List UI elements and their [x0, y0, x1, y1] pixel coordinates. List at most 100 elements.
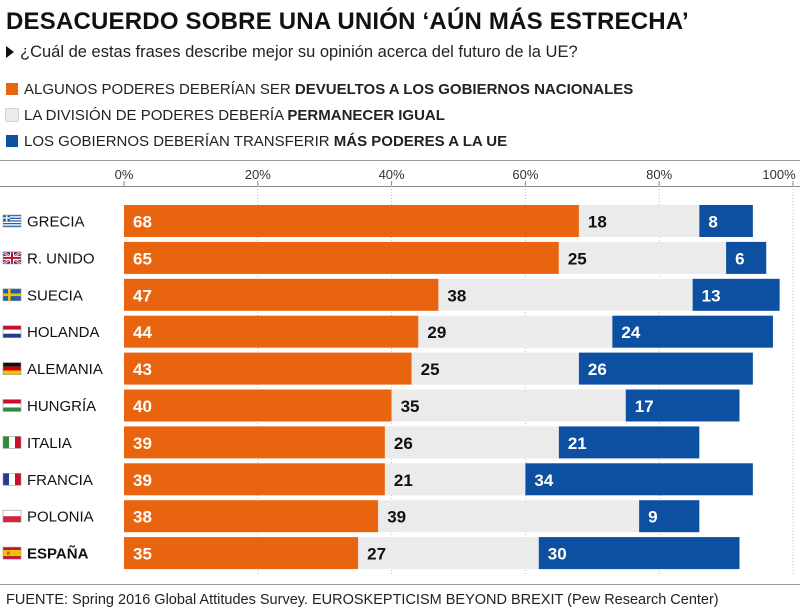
category-label: FRANCIA	[27, 472, 93, 489]
data-label: 29	[427, 323, 446, 342]
data-label: 17	[635, 397, 654, 416]
data-label: 34	[534, 471, 553, 490]
bar-segment-series-3	[558, 426, 700, 459]
bar-segment-series-1	[124, 205, 579, 237]
data-label: 39	[133, 471, 152, 490]
data-label: 40	[133, 397, 152, 416]
data-label: 27	[367, 545, 386, 564]
legend-text-bold: MÁS PODERES A LA UE	[333, 133, 508, 150]
italy-flag-icon	[2, 436, 22, 449]
poland-flag-icon	[2, 509, 22, 523]
bar-segment-series-2	[378, 500, 640, 533]
subtitle-text: ¿Cuál de estas frases describe mejor su …	[20, 43, 578, 61]
category-label: ALEMANIA	[27, 361, 103, 378]
category-label: R. UNIDO	[27, 250, 95, 267]
category-label: POLONIA	[27, 509, 94, 526]
bar-segment-series-2	[358, 537, 539, 570]
bar-segment-series-1	[124, 500, 379, 533]
data-label: 30	[548, 545, 567, 564]
data-label: 9	[648, 508, 657, 527]
legend-text-prefix: LOS GOBIERNOS DEBERÍAN TRANSFERIR	[24, 133, 334, 150]
source-note: FUENTE: Spring 2016 Global Attitudes Sur…	[6, 592, 719, 608]
bar-segment-series-3	[692, 278, 780, 311]
bar-segment-series-1	[124, 315, 419, 348]
legend-item-devueltos: ALGUNOS PODERES DEBERÍAN SER DEVUELTOS A…	[6, 81, 633, 98]
data-label: 47	[133, 286, 152, 305]
spain-flag-icon	[2, 546, 22, 560]
data-label: 44	[133, 323, 152, 342]
bar-segment-series-1	[124, 537, 359, 570]
legend-text-bold: PERMANECER IGUAL	[287, 107, 445, 124]
data-label: 25	[568, 249, 587, 268]
data-label: 6	[735, 249, 744, 268]
france-flag-icon	[2, 472, 22, 486]
data-label: 13	[702, 286, 721, 305]
data-label: 26	[394, 434, 413, 453]
data-label: 38	[447, 286, 466, 305]
data-label: 18	[588, 213, 607, 232]
data-label: 68	[133, 213, 152, 232]
netherlands-flag-icon	[2, 325, 22, 339]
bar-segment-series-1	[124, 463, 385, 496]
chart-subtitle: ¿Cuál de estas frases describe mejor su …	[6, 43, 578, 62]
data-label: 21	[394, 471, 413, 490]
category-label: HOLANDA	[27, 324, 100, 341]
legend-swatch-gray	[5, 108, 19, 122]
bar-segment-series-2	[558, 241, 727, 274]
data-label: 21	[568, 434, 587, 453]
bar-segment-series-2	[384, 463, 526, 496]
hungary-flag-icon	[2, 399, 22, 412]
chart-title: DESACUERDO SOBRE UNA UNIÓN ‘AÚN MÁS ESTR…	[6, 8, 689, 35]
triangle-bullet-icon	[6, 46, 14, 58]
category-label: HUNGRÍA	[27, 398, 96, 415]
legend-item-permanecer: LA DIVISIÓN DE PODERES DEBERÍA PERMANECE…	[5, 107, 445, 124]
bar-segment-series-3	[525, 463, 753, 496]
data-label: 43	[133, 360, 152, 379]
bar-segment-series-3	[699, 205, 753, 237]
x-tick-label: 80%	[646, 167, 672, 182]
data-label: 35	[133, 545, 152, 564]
data-label: 35	[401, 397, 420, 416]
bar-segment-series-1	[124, 389, 392, 422]
x-tick-label: 0%	[115, 167, 134, 182]
category-label: GRECIA	[27, 214, 85, 231]
data-label: 39	[387, 508, 406, 527]
x-tick-label: 20%	[245, 167, 271, 182]
data-label: 38	[133, 508, 152, 527]
germany-flag-icon	[2, 362, 22, 375]
source-divider	[0, 584, 800, 585]
bar-segment-series-2	[438, 278, 693, 311]
bar-segment-series-1	[124, 426, 385, 459]
sweden-flag-icon	[2, 288, 22, 302]
x-tick-label: 100%	[762, 167, 796, 182]
legend-swatch-blue	[6, 135, 18, 147]
bar-segment-series-2	[391, 389, 626, 422]
x-tick-label: 40%	[379, 167, 405, 182]
x-tick-label: 60%	[512, 167, 538, 182]
bar-segment-series-3	[612, 315, 773, 348]
bar-segment-series-3	[578, 352, 753, 385]
data-label: 25	[421, 360, 440, 379]
greece-flag-icon	[2, 214, 22, 228]
category-label: ESPAÑA	[27, 545, 89, 563]
bar-segment-series-3	[625, 389, 740, 422]
bar-segment-series-2	[411, 352, 579, 385]
bar-segment-series-3	[726, 241, 767, 274]
legend-text-bold: DEVUELTOS A LOS GOBIERNOS NACIONALES	[294, 81, 634, 98]
bar-segment-series-2	[418, 315, 613, 348]
bar-segment-series-2	[578, 205, 700, 237]
bar-segment-series-1	[124, 241, 559, 274]
data-label: 65	[133, 249, 152, 268]
legend-swatch-orange	[6, 83, 18, 95]
data-label: 8	[708, 213, 717, 232]
category-label: ITALIA	[27, 435, 72, 452]
legend-text-prefix: ALGUNOS PODERES DEBERÍAN SER	[24, 81, 295, 98]
legend-item-mas-poderes: LOS GOBIERNOS DEBERÍAN TRANSFERIR MÁS PO…	[6, 133, 507, 150]
data-label: 24	[621, 323, 640, 342]
bar-segment-series-1	[124, 352, 412, 385]
bar-segment-series-1	[124, 278, 439, 311]
category-label: SUECIA	[27, 287, 83, 304]
legend-text-prefix: LA DIVISIÓN DE PODERES DEBERÍA	[24, 107, 288, 124]
data-label: 26	[588, 360, 607, 379]
